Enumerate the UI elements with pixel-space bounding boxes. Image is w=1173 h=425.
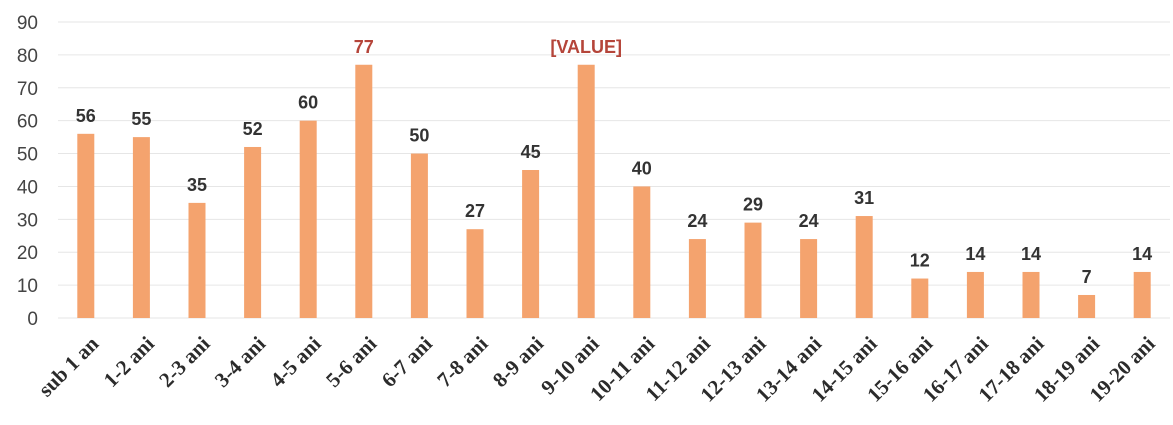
data-label: 14 <box>965 244 985 264</box>
x-tick-label: sub 1 an <box>34 331 104 401</box>
data-label: 45 <box>521 142 541 162</box>
data-label: 29 <box>743 195 763 215</box>
y-tick-label: 60 <box>17 112 38 133</box>
data-label: 52 <box>243 119 263 139</box>
data-label: 40 <box>632 158 652 178</box>
data-label: 56 <box>76 106 96 126</box>
data-label: 55 <box>131 109 151 129</box>
bar <box>688 239 706 318</box>
data-label: 31 <box>854 188 874 208</box>
data-label: [VALUE] <box>550 37 622 57</box>
data-label: 7 <box>1082 267 1092 287</box>
bar <box>522 170 540 318</box>
bar <box>966 271 984 318</box>
data-label: 35 <box>187 175 207 195</box>
y-tick-label: 90 <box>17 13 38 34</box>
y-tick-label: 40 <box>17 177 38 198</box>
bar <box>744 222 762 318</box>
bar <box>1022 271 1040 318</box>
bar <box>1078 294 1096 318</box>
bar <box>1133 271 1151 318</box>
y-tick-label: 30 <box>17 210 38 231</box>
x-tick-label: 6-7 ani <box>377 331 437 391</box>
bars <box>77 64 1151 319</box>
x-tick-label: 2-3 ani <box>154 331 214 391</box>
x-tick-label: 1-2 ani <box>99 331 159 391</box>
bar <box>855 216 873 318</box>
data-label: 50 <box>409 126 429 146</box>
x-tick-label: 4-5 ani <box>265 331 325 391</box>
y-tick-label: 80 <box>17 46 38 67</box>
y-tick-label: 20 <box>17 243 38 264</box>
bar <box>911 278 929 318</box>
bar <box>577 64 595 318</box>
data-label: 14 <box>1132 244 1152 264</box>
y-tick-label: 70 <box>17 79 38 100</box>
bar <box>633 186 651 318</box>
data-label: 27 <box>465 201 485 221</box>
y-tick-label: 0 <box>27 309 38 330</box>
y-tick-label: 50 <box>17 145 38 166</box>
grid-lines <box>58 21 1170 319</box>
bar <box>77 133 95 318</box>
data-label: 60 <box>298 93 318 113</box>
bar <box>188 202 206 318</box>
y-axis-ticks: 0 10 20 30 40 50 60 70 80 90 <box>17 13 38 330</box>
bar <box>800 239 818 318</box>
x-tick-label: 3-4 ani <box>210 331 270 391</box>
bar <box>244 146 262 318</box>
bar <box>132 137 150 318</box>
data-label: 14 <box>1021 244 1041 264</box>
bar <box>299 120 317 319</box>
x-tick-label: 5-6 ani <box>321 331 381 391</box>
data-label: 24 <box>687 211 707 231</box>
data-label: 12 <box>910 251 930 271</box>
x-tick-label: 7-8 ani <box>432 331 492 391</box>
bar <box>355 64 373 318</box>
bar <box>466 229 484 318</box>
data-label: 24 <box>799 211 819 231</box>
y-tick-label: 10 <box>17 276 38 297</box>
data-labels: 56 55 35 52 60 77 50 27 45 [VALUE] 40 24 29 24 31 12 14 1… <box>76 37 1152 287</box>
data-label: 77 <box>354 37 374 57</box>
bar <box>410 153 428 318</box>
